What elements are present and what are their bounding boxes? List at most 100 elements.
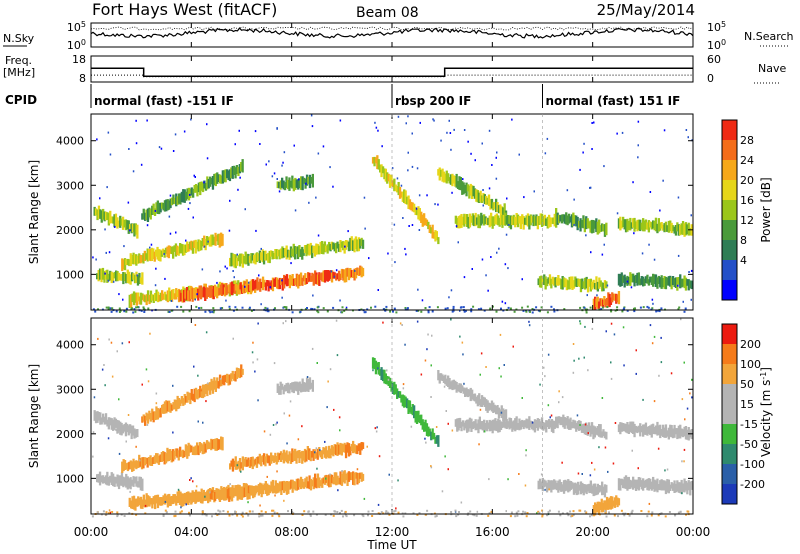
echo-cell — [168, 200, 171, 210]
near-range-cell — [452, 307, 455, 310]
echo-cell — [488, 215, 491, 228]
near-range-cell — [91, 515, 94, 518]
noise-cell — [401, 324, 403, 326]
near-range-cell — [614, 309, 617, 312]
echo-cell — [322, 447, 325, 455]
colorbar-swatch — [722, 260, 737, 280]
echo-cell — [332, 446, 335, 457]
echo-cell — [142, 294, 145, 302]
echo-cell — [134, 223, 137, 235]
echo-cell — [238, 253, 242, 267]
echo-cell — [333, 472, 336, 485]
near-range-cell — [628, 514, 631, 517]
noise-cell — [460, 501, 463, 504]
noise-cell — [579, 424, 581, 426]
echo-cell — [583, 218, 586, 233]
echo-cell — [339, 471, 342, 485]
echo-cell — [212, 492, 215, 501]
echo-cell — [660, 429, 663, 436]
echo-cell — [302, 275, 305, 282]
echo-cell — [585, 276, 588, 289]
echo-cell — [97, 270, 100, 282]
echo-cell — [561, 484, 564, 492]
echo-cell — [354, 472, 358, 479]
echo-cell — [220, 379, 223, 387]
echo-cell — [441, 168, 444, 182]
nsky-line — [90, 27, 694, 39]
echo-cell — [316, 448, 319, 460]
echo-cell — [377, 362, 380, 375]
echo-cell — [143, 250, 146, 261]
echo-cell — [158, 497, 161, 506]
colorbar-tick-label: 24 — [740, 154, 754, 167]
noise-cell — [410, 425, 413, 428]
echo-cell — [130, 223, 133, 234]
echo-cell — [292, 278, 296, 286]
echo-cell — [123, 219, 126, 228]
echo-cell — [467, 216, 470, 229]
echo-cell — [294, 381, 297, 391]
echo-cell — [619, 274, 622, 287]
echo-cell — [604, 500, 607, 514]
near-range-cell — [236, 514, 239, 517]
echo-cell — [577, 481, 580, 495]
echo-cell — [667, 427, 670, 440]
noise-cell — [110, 341, 113, 344]
echo-cell — [483, 397, 486, 407]
echo-cell — [156, 494, 160, 509]
echo-cell — [257, 281, 260, 290]
echo-cell — [156, 408, 159, 420]
noise-cell — [294, 209, 297, 212]
echo-cell — [599, 298, 602, 306]
echo-cell — [93, 206, 96, 216]
near-range-cell — [642, 306, 645, 309]
echo-cell — [663, 223, 666, 233]
echo-cell — [356, 239, 359, 252]
echo-cell — [495, 421, 498, 432]
echo-cell — [250, 253, 253, 264]
noise-cell — [377, 289, 379, 291]
echo-cell — [659, 222, 662, 231]
noise-cell — [677, 254, 680, 257]
echo-cell — [654, 425, 658, 435]
echo-cell — [132, 495, 136, 510]
echo-band — [617, 421, 693, 441]
echo-cell — [273, 278, 276, 287]
colorbar-tick-label: 12 — [740, 214, 754, 227]
echo-cell — [156, 291, 160, 303]
echo-cell — [601, 299, 605, 308]
noise-cell — [407, 169, 409, 172]
echo-cell — [231, 370, 234, 379]
echo-cell — [172, 289, 175, 299]
near-range-cell — [388, 513, 391, 516]
echo-cell — [298, 450, 301, 463]
echo-cell — [458, 176, 461, 190]
echo-cell — [451, 173, 454, 187]
echo-cell — [230, 460, 233, 467]
echo-cell — [197, 288, 200, 301]
echo-cell — [152, 411, 155, 423]
echo-cell — [576, 421, 579, 430]
echo-cell — [456, 418, 459, 432]
echo-cell — [420, 414, 423, 426]
echo-cell — [291, 479, 294, 493]
near-range-cell — [312, 510, 315, 513]
echo-cell — [94, 411, 98, 424]
echo-cell — [600, 431, 604, 438]
echo-cell — [223, 170, 226, 183]
echo-cell — [679, 482, 682, 494]
noise-cell — [630, 286, 633, 289]
echo-cell — [320, 450, 324, 459]
echo-cell — [142, 414, 145, 422]
echo-cell — [437, 169, 440, 176]
near-range-cell — [176, 305, 179, 308]
echo-cell — [145, 457, 148, 464]
colorbar-swatch — [722, 484, 737, 504]
echo-cell — [555, 421, 558, 428]
near-range-cell — [541, 509, 544, 512]
echo-cell — [329, 243, 332, 252]
echo-cell — [456, 181, 460, 189]
echo-cell — [511, 216, 514, 226]
echo-cell — [240, 486, 244, 500]
echo-cell — [202, 286, 205, 298]
